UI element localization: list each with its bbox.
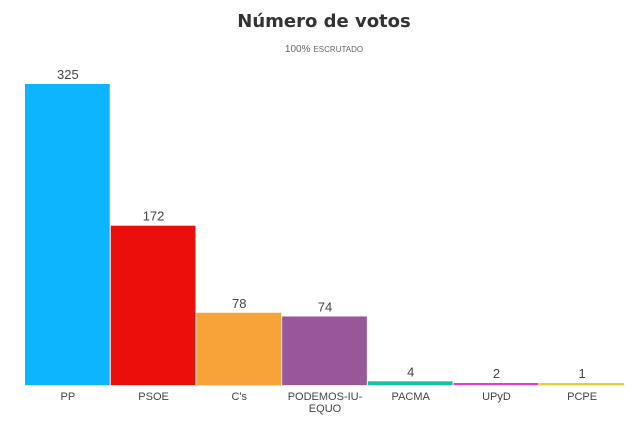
bar-value-label-0: 325	[57, 67, 79, 82]
category-label-6: PCPE	[567, 391, 597, 403]
bar-3[interactable]	[282, 316, 367, 385]
chart-subtitle-word: ESCRUTADO	[313, 45, 363, 54]
bar-2[interactable]	[196, 312, 282, 385]
bar-value-label-5: 2	[493, 366, 500, 381]
chart-subtitle: 100% ESCRUTADO	[285, 44, 363, 55]
category-label-line: PSOE	[138, 391, 169, 403]
category-label-line: PP	[61, 391, 76, 403]
labels-layer: 325 PP 172 PSOE 78 C's 74 PODEMOS-IU-EQUO 4 PACMA…	[57, 67, 597, 415]
bar-value-label-3: 74	[318, 299, 332, 314]
bar-value-label-1: 172	[143, 209, 165, 224]
bars-layer	[25, 84, 625, 386]
chart-subtitle-pct: 100%	[285, 44, 311, 55]
category-label-line: EQUO	[309, 403, 342, 415]
category-label-line: PODEMOS-IU-	[288, 391, 363, 403]
category-label-line: C's	[232, 391, 248, 403]
category-label-0: PP	[61, 391, 76, 403]
category-label-line: UPyD	[482, 391, 511, 403]
category-label-4: PACMA	[392, 391, 431, 403]
chart-title: Número de votos	[237, 11, 411, 32]
bar-0[interactable]	[25, 84, 110, 385]
bar-4[interactable]	[367, 381, 453, 385]
category-label-1: PSOE	[138, 391, 169, 403]
category-label-line: PACMA	[392, 391, 431, 403]
bar-5[interactable]	[453, 383, 539, 385]
bar-value-label-2: 78	[232, 296, 246, 311]
category-label-line: PCPE	[567, 391, 597, 403]
bar-value-label-6: 1	[579, 366, 586, 381]
bar-value-label-4: 4	[407, 364, 414, 379]
bar-6[interactable]	[539, 383, 624, 385]
category-label-3: PODEMOS-IU-EQUO	[288, 391, 363, 415]
bar-1[interactable]	[110, 225, 196, 385]
category-label-5: UPyD	[482, 391, 511, 403]
category-label-2: C's	[232, 391, 248, 403]
